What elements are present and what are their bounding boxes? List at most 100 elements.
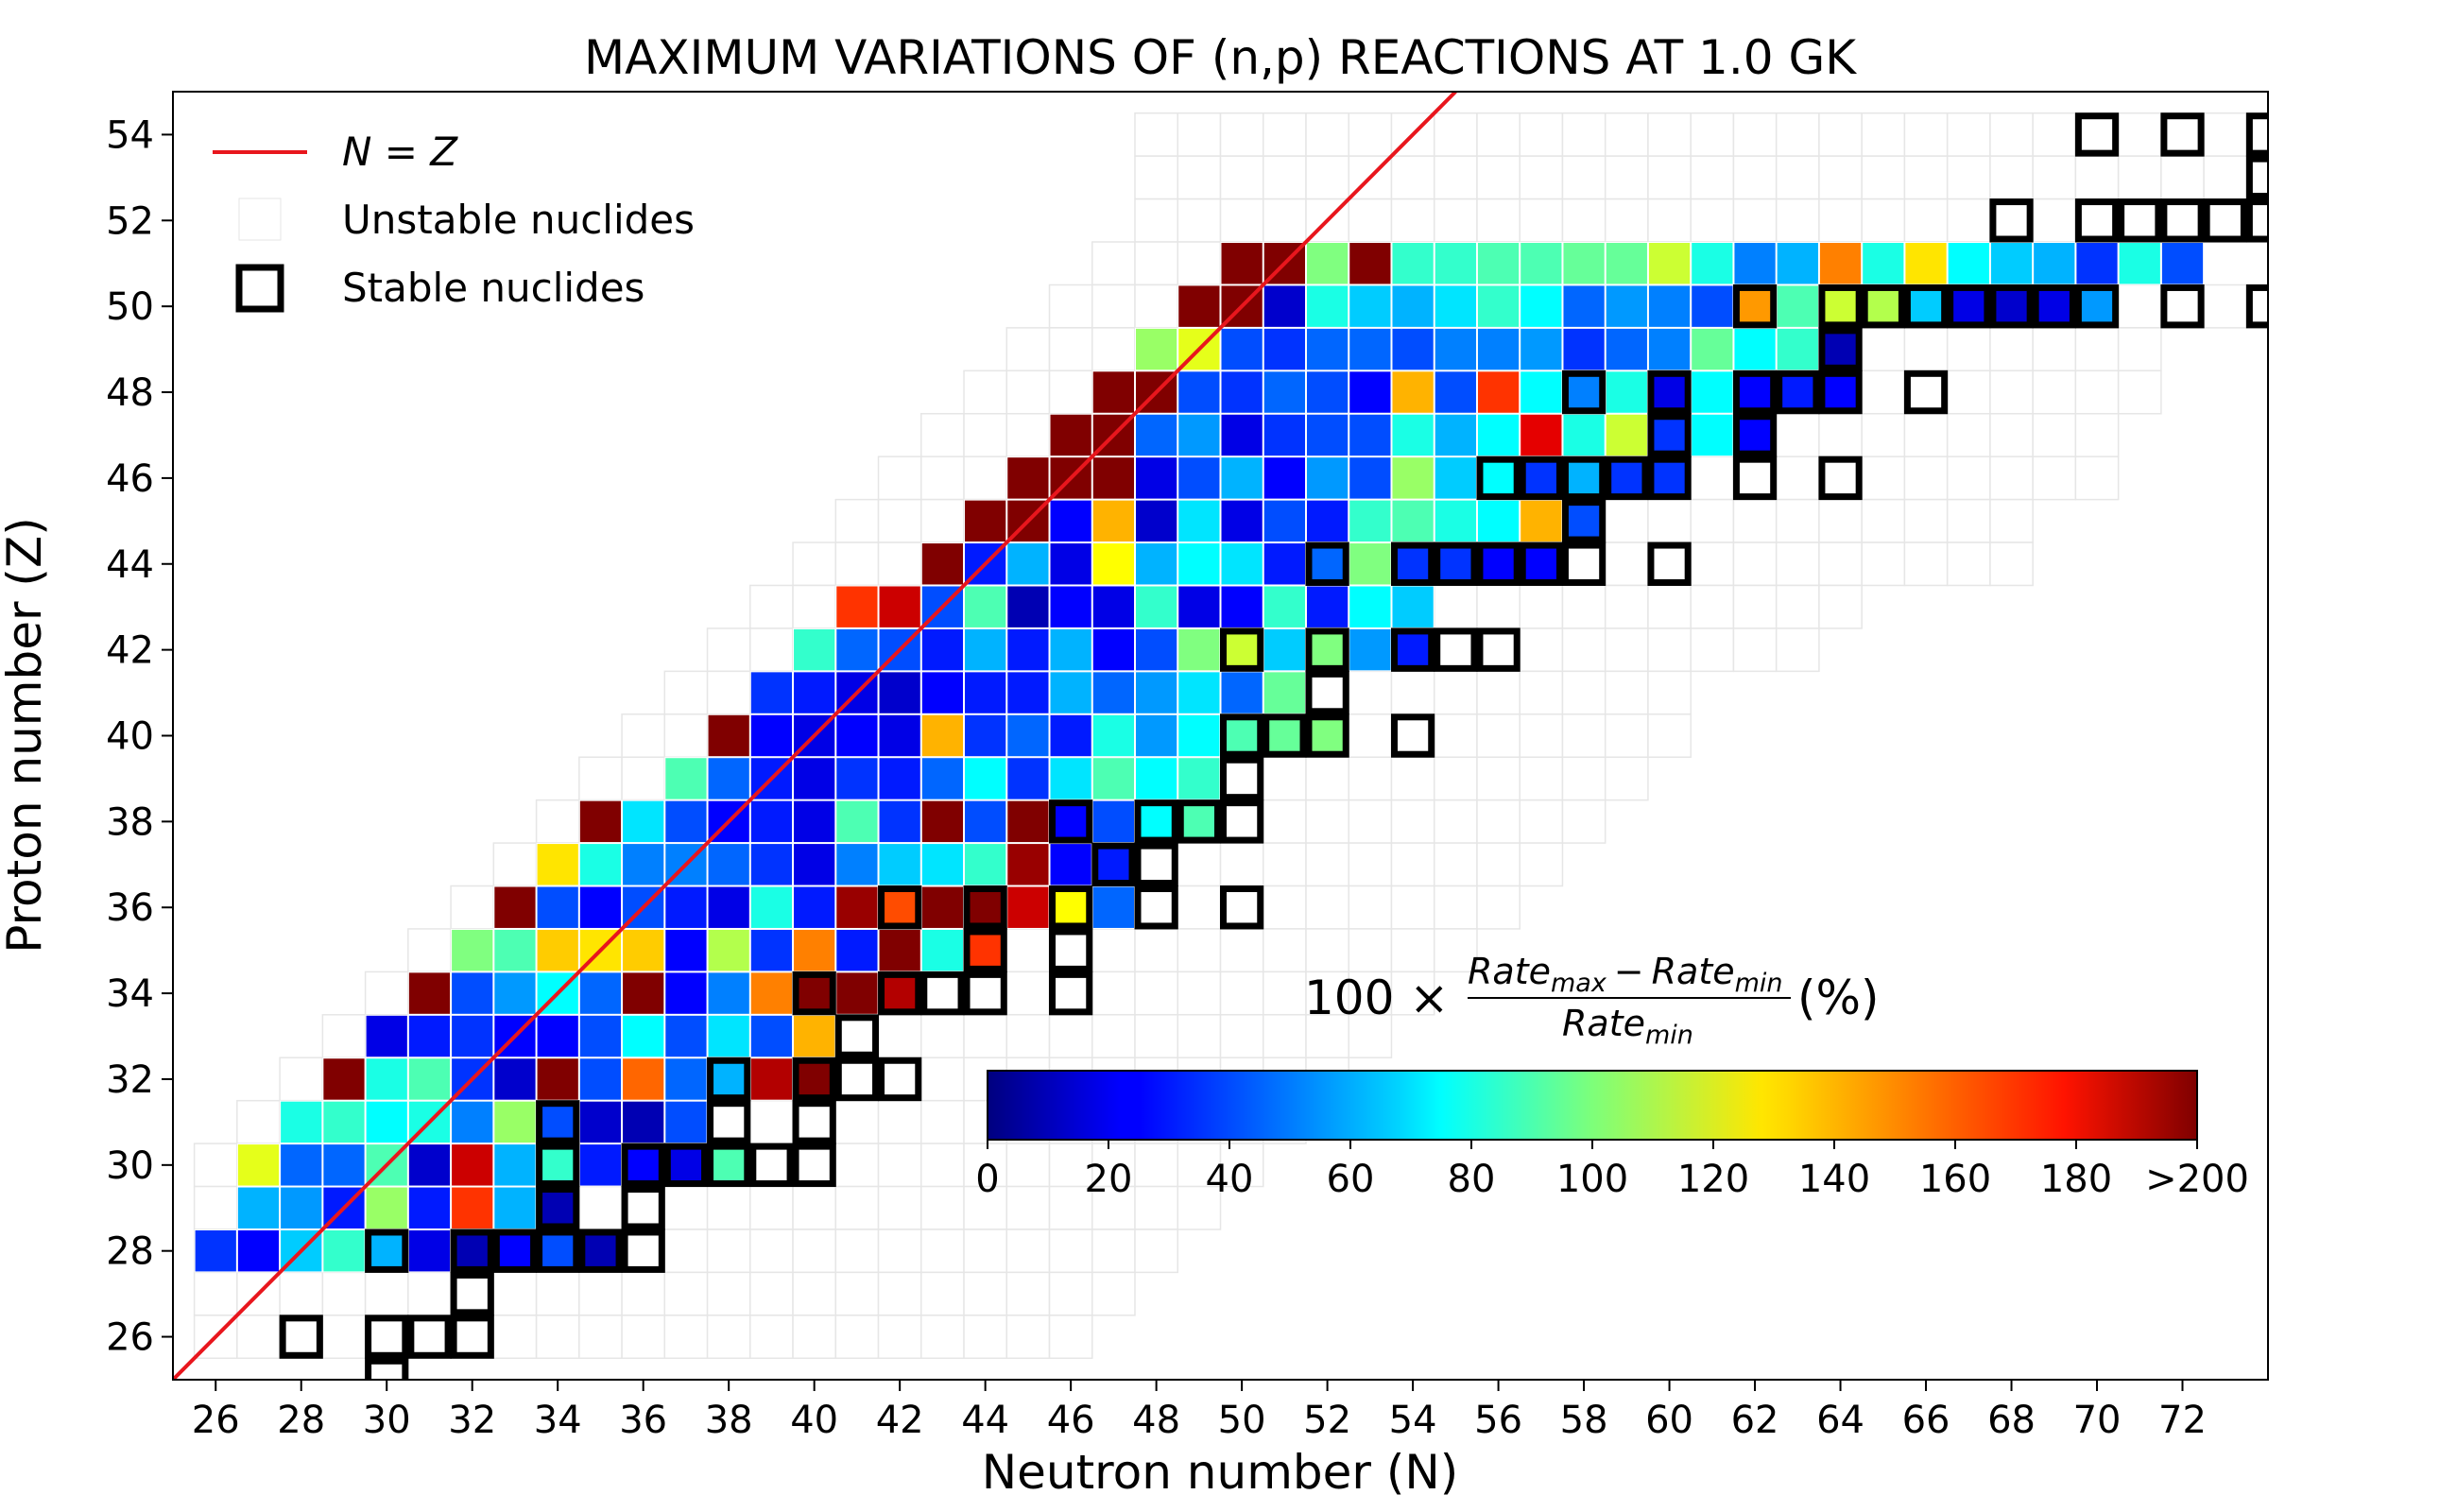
variation-cell xyxy=(578,843,623,886)
variation-cell xyxy=(1263,713,1306,758)
variation-cell xyxy=(964,671,1007,714)
unstable-cell xyxy=(1604,670,1649,715)
variation-cell xyxy=(1049,671,1092,714)
stable-cell xyxy=(2032,284,2076,329)
stable-cell xyxy=(792,1143,836,1188)
variation-cell xyxy=(1349,242,1392,285)
unstable-cell xyxy=(1476,155,1521,200)
unstable-cell xyxy=(920,1314,965,1360)
unstable-cell xyxy=(1390,885,1435,930)
variation-cell xyxy=(451,1014,494,1058)
unstable-cell xyxy=(1177,885,1222,930)
stable-cell xyxy=(1476,455,1521,501)
unstable-cell xyxy=(621,1185,666,1230)
variation-cell xyxy=(1391,542,1435,586)
variation-cell xyxy=(1006,713,1050,758)
variation-cell xyxy=(1391,627,1435,672)
unstable-cell xyxy=(1989,455,2034,501)
stable-cell xyxy=(1476,627,1521,672)
stable-cell xyxy=(1434,627,1478,672)
unstable-cell xyxy=(920,1057,965,1102)
variation-cell xyxy=(1091,713,1136,758)
unstable-cell xyxy=(2032,455,2077,501)
unstable-cell xyxy=(1476,112,1521,157)
variation-cell xyxy=(2160,242,2205,285)
variation-cell xyxy=(1220,327,1263,371)
x-tick-label: 38 xyxy=(705,1399,753,1442)
variation-cell xyxy=(707,885,750,929)
variation-cell xyxy=(793,928,836,972)
variation-cell xyxy=(1006,456,1050,500)
unstable-cell xyxy=(1903,455,1949,501)
unstable-cell xyxy=(1732,455,1778,501)
unstable-cell xyxy=(1903,198,1949,243)
x-tick-label: 42 xyxy=(876,1399,924,1442)
variation-cell xyxy=(1647,413,1692,457)
unstable-cell xyxy=(1005,1314,1051,1360)
variation-cell xyxy=(2075,242,2119,285)
variation-cell xyxy=(1006,542,1050,586)
variation-cell xyxy=(920,757,965,800)
stable-cell xyxy=(578,1228,623,1273)
unstable-cell xyxy=(492,1271,538,1316)
stable-cell xyxy=(492,1228,538,1273)
unstable-cell xyxy=(877,541,922,587)
variation-cell xyxy=(1562,499,1606,543)
stable-cell xyxy=(834,1057,880,1102)
unstable-cell xyxy=(1262,756,1307,801)
variation-cell xyxy=(835,799,879,844)
unstable-cell xyxy=(1476,670,1521,715)
variation-cell xyxy=(707,713,750,758)
variation-cell xyxy=(622,971,665,1015)
unstable-cell xyxy=(1604,498,1649,543)
unstable-cell xyxy=(1305,112,1349,157)
variation-cell xyxy=(1263,413,1306,457)
unstable-cell xyxy=(1091,241,1136,286)
variation-cell xyxy=(1434,413,1477,457)
variation-cell xyxy=(1220,671,1263,714)
variation-cell xyxy=(707,843,750,886)
variation-cell xyxy=(1305,627,1349,672)
variation-cell xyxy=(1135,671,1178,714)
unstable-cell xyxy=(877,1014,922,1058)
unstable-cell xyxy=(2032,112,2077,157)
variation-cell xyxy=(1006,757,1050,800)
unstable-cell xyxy=(1989,498,2034,543)
unstable-cell xyxy=(1348,928,1393,973)
variation-cell xyxy=(1263,327,1306,371)
variation-cell xyxy=(407,971,452,1015)
variation-cell xyxy=(2075,284,2119,328)
stable-cell xyxy=(2118,198,2162,243)
unstable-cell xyxy=(1946,455,1991,501)
variation-cell xyxy=(1434,242,1477,285)
formula-suffix: (%) xyxy=(1797,971,1880,1025)
stable-cell xyxy=(1220,713,1264,758)
variation-cell xyxy=(1562,284,1606,328)
variation-cell xyxy=(664,1057,708,1101)
unstable-cell xyxy=(1262,1014,1307,1058)
stable-cell xyxy=(279,1314,323,1359)
stable-cell xyxy=(878,971,922,1016)
variation-cell xyxy=(1006,585,1050,628)
unstable-cell xyxy=(1732,155,1778,200)
unstable-cell xyxy=(1989,198,2034,243)
variation-cell xyxy=(1135,456,1178,500)
variation-cell xyxy=(493,1143,537,1187)
x-tick-label: 66 xyxy=(1902,1399,1950,1442)
variation-cell xyxy=(622,1100,665,1144)
unstable-cell xyxy=(1775,198,1820,243)
unstable-cell xyxy=(963,1014,1008,1058)
variation-cell xyxy=(578,1228,623,1273)
unstable-cell xyxy=(1861,369,1906,415)
variation-cell xyxy=(1220,499,1263,543)
unstable-cell xyxy=(1048,284,1093,329)
y-tick-label: 46 xyxy=(106,457,154,501)
unstable-cell xyxy=(792,541,837,587)
stable-cell xyxy=(1220,799,1264,844)
variation-cell xyxy=(920,843,965,886)
x-tick-label: 64 xyxy=(1816,1399,1864,1442)
x-tick-label: 36 xyxy=(619,1399,667,1442)
stable-cell xyxy=(1134,842,1178,887)
unstable-cell xyxy=(1433,842,1478,887)
unstable-cell xyxy=(1348,885,1393,930)
